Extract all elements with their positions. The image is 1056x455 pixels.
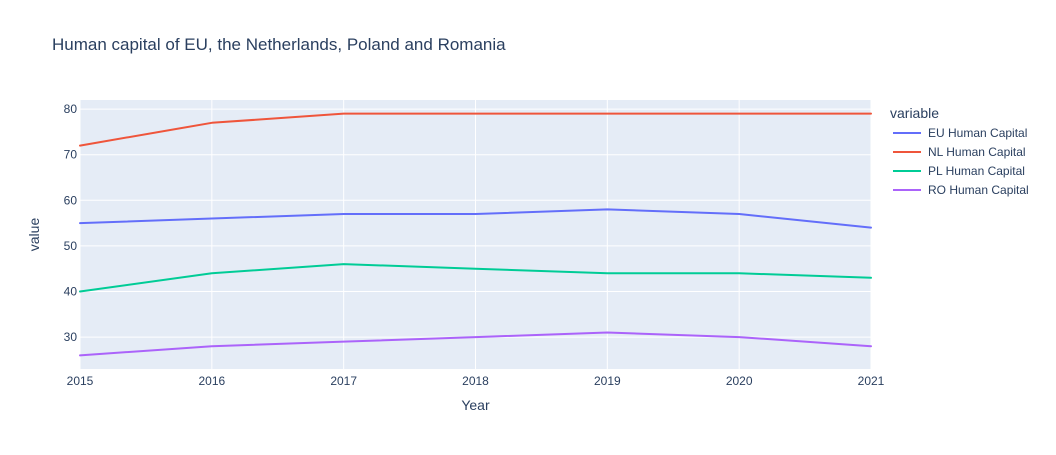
legend: variable EU Human Capital NL Human Capita…	[890, 105, 1029, 197]
series-line-1	[79, 208, 872, 229]
x-tick-label: 2020	[726, 374, 753, 388]
legend-item[interactable]: PL Human Capital	[893, 164, 1025, 178]
legend-label: PL Human Capital	[928, 164, 1025, 178]
chart-title: Human capital of EU, the Netherlands, Po…	[52, 35, 506, 54]
legend-label: RO Human Capital	[928, 183, 1029, 197]
grid-layer	[79, 100, 872, 369]
y-tick-label: 30	[64, 330, 78, 344]
series-line-4	[79, 331, 872, 357]
y-tick-label: 40	[64, 284, 78, 298]
y-tick-label: 50	[64, 239, 78, 253]
x-tick-label: 2019	[594, 374, 621, 388]
x-tick-label: 2017	[330, 374, 357, 388]
series-line-3	[79, 263, 872, 293]
y-axis-title: value	[26, 218, 42, 252]
series-line-2	[79, 112, 872, 147]
y-axis-ticks: 30 40 50 60 70 80	[64, 102, 78, 344]
series-layer	[79, 112, 872, 357]
x-tick-label: 2016	[198, 374, 225, 388]
y-tick-label: 60	[64, 193, 78, 207]
x-tick-label: 2015	[67, 374, 94, 388]
legend-item[interactable]: NL Human Capital	[893, 145, 1026, 159]
legend-title: variable	[890, 105, 939, 121]
x-axis-title: Year	[461, 397, 490, 413]
x-tick-label: 2021	[858, 374, 885, 388]
x-tick-label: 2018	[462, 374, 489, 388]
legend-label: NL Human Capital	[928, 145, 1026, 159]
legend-item[interactable]: RO Human Capital	[893, 183, 1029, 197]
y-tick-label: 80	[64, 102, 78, 116]
x-axis-ticks: 2015 2016 2017 2018 2019 2020 2021	[67, 374, 885, 388]
legend-label: EU Human Capital	[928, 126, 1027, 140]
legend-items: EU Human Capital NL Human Capital PL Human…	[893, 126, 1029, 197]
legend-item[interactable]: EU Human Capital	[893, 126, 1027, 140]
y-tick-label: 70	[64, 148, 78, 162]
